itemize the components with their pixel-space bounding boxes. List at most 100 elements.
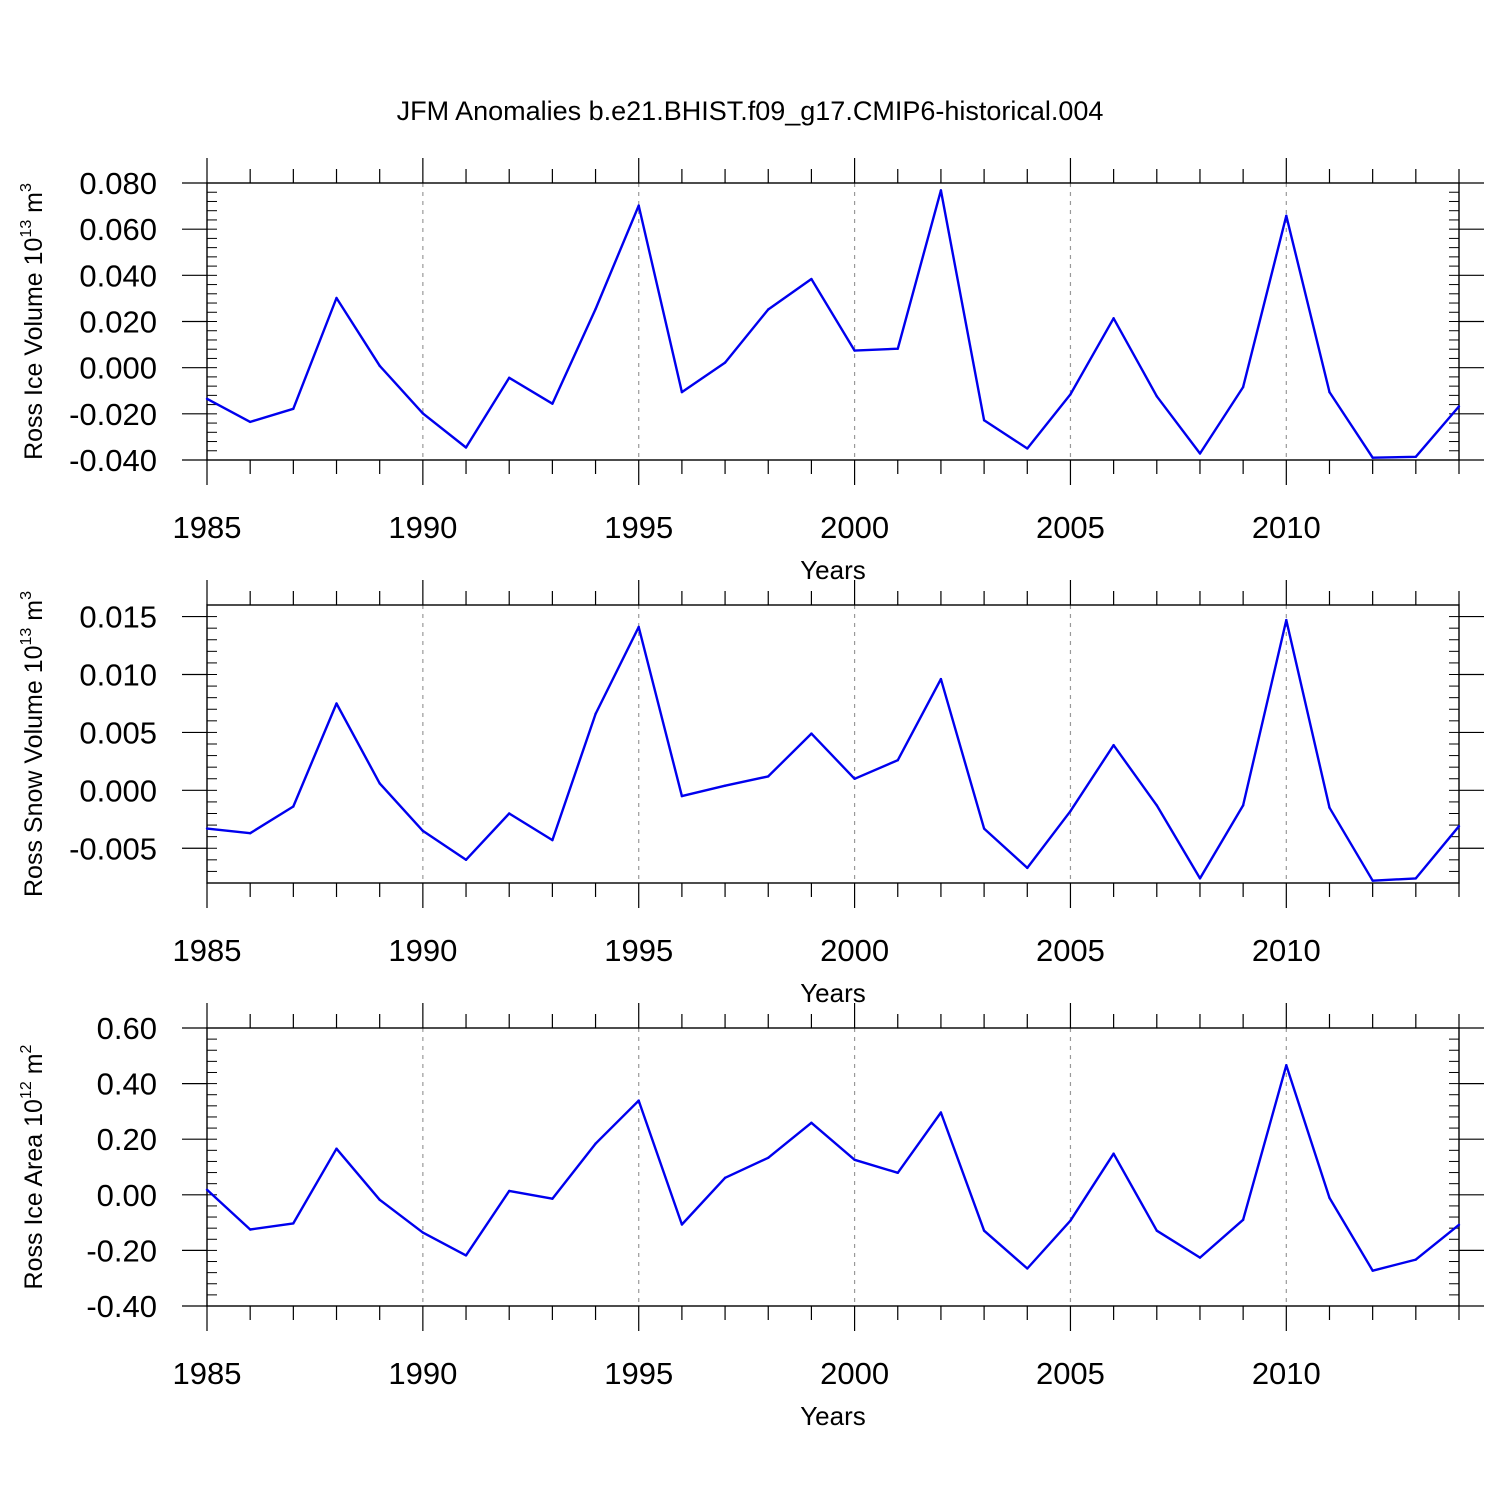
data-point [1198, 452, 1202, 455]
data-point [723, 361, 727, 364]
y-tick-label: 0.60 [97, 1011, 157, 1046]
plot-frame [206, 182, 1460, 461]
x-tick-label: 1995 [604, 1356, 673, 1391]
y-tick-label: -0.005 [69, 831, 157, 866]
data-point [1371, 456, 1374, 459]
data-point [896, 759, 899, 762]
data-point [1328, 806, 1331, 809]
x-axis-label: Years [800, 978, 866, 1008]
data-point [1414, 455, 1418, 458]
y-axis-label-exponent: 13 [18, 628, 35, 646]
data-point [464, 1254, 468, 1257]
y-tick-label: -0.020 [69, 397, 157, 432]
y-tick-label: -0.040 [69, 443, 157, 478]
y-tick-label: 0.00 [97, 1178, 157, 1213]
data-point [508, 1189, 511, 1193]
data-point [939, 1111, 943, 1114]
data-point [292, 805, 295, 808]
data-point [1026, 866, 1029, 870]
data-point [508, 812, 511, 815]
data-point [1371, 1269, 1374, 1272]
data-point [939, 189, 943, 192]
panels-group: -0.040 -0.020 0.000 0.020 0.040 0.060 0.080 198… [18, 158, 1484, 1431]
data-point [1198, 877, 1202, 880]
x-axis-label: Years [800, 1401, 866, 1431]
data-point [421, 829, 425, 833]
data-point [1457, 405, 1461, 408]
data-point [1026, 447, 1029, 450]
data-point [896, 1171, 899, 1175]
y-axis-label: Ross Ice Area 1012 m2 [18, 1044, 48, 1289]
x-tick-label: 1990 [388, 1356, 457, 1391]
data-point [421, 412, 425, 415]
data-point [292, 1222, 295, 1225]
data-point [810, 1121, 813, 1124]
x-tick-label: 2000 [820, 1356, 889, 1391]
y-axis-label-unit: m [20, 600, 48, 628]
data-point [982, 827, 986, 830]
y-tick-label: 0.015 [79, 600, 157, 635]
x-tick-label: 2005 [1036, 1356, 1105, 1391]
x-tick-label: 1990 [388, 933, 457, 968]
data-point [767, 1156, 770, 1160]
data-point [335, 1147, 338, 1150]
data-point [378, 782, 381, 785]
data-point [1155, 804, 1158, 807]
data-point [637, 204, 640, 207]
panel-3: -0.40 -0.20 0.00 0.20 0.40 0.60 1985 1990 1995 20… [18, 1003, 1484, 1431]
x-tick-label: 2005 [1036, 933, 1105, 968]
data-point [1285, 1064, 1288, 1067]
x-tick-label: 1990 [388, 510, 457, 545]
x-tick-label: 1985 [173, 933, 242, 968]
data-point [205, 397, 209, 401]
data-point [594, 307, 597, 311]
data-point [205, 827, 209, 830]
data-point [1241, 804, 1245, 807]
data-point [680, 390, 684, 394]
x-tick-label: 1985 [173, 510, 242, 545]
data-point [1328, 1196, 1331, 1200]
y-axis-label: Ross Snow Volume 1013 m3 [18, 591, 48, 897]
data-point [1371, 879, 1374, 882]
data-point [1285, 618, 1288, 622]
data-point [421, 1231, 425, 1234]
x-axis-label: Years [800, 555, 866, 585]
data-point [248, 1228, 252, 1231]
data-point [1457, 825, 1461, 828]
y-tick-label: 0.020 [79, 305, 157, 340]
y-axis-label: Ross Ice Volume 1013 m3 [18, 183, 48, 460]
y-axis-label-unit-exponent: 3 [18, 183, 35, 192]
data-point [723, 784, 727, 787]
data-point [1112, 317, 1115, 320]
data-point [896, 347, 899, 350]
plot-frame [206, 1027, 1460, 1307]
data-point [982, 419, 986, 422]
y-tick-label: 0.040 [79, 258, 157, 293]
x-tick-label: 2000 [820, 510, 889, 545]
data-point [1198, 1256, 1202, 1259]
data-point [464, 858, 468, 862]
data-point [1112, 743, 1115, 747]
data-point [1414, 1258, 1418, 1261]
y-axis-label-exponent: 12 [18, 1081, 35, 1099]
data-point [1069, 393, 1072, 396]
y-axis-label-unit-exponent: 3 [18, 591, 35, 600]
data-point [248, 831, 252, 835]
data-point [680, 794, 684, 798]
data-point [1155, 395, 1158, 398]
y-tick-label: 0.005 [79, 715, 157, 750]
x-tick-label: 2010 [1252, 510, 1321, 545]
data-point [1285, 214, 1288, 217]
y-tick-label: 0.20 [97, 1122, 157, 1157]
data-point [853, 1158, 856, 1161]
y-axis-label-unit: m [20, 1053, 48, 1081]
data-point [939, 677, 943, 681]
y-axis-label-unit: m [20, 192, 48, 220]
x-tick-label: 2000 [820, 933, 889, 968]
x-tick-label: 2010 [1252, 933, 1321, 968]
y-tick-label: -0.20 [86, 1233, 157, 1268]
data-point [1155, 1229, 1158, 1232]
data-point [1026, 1267, 1029, 1270]
chart-title: JFM Anomalies b.e21.BHIST.f09_g17.CMIP6-… [397, 96, 1104, 126]
